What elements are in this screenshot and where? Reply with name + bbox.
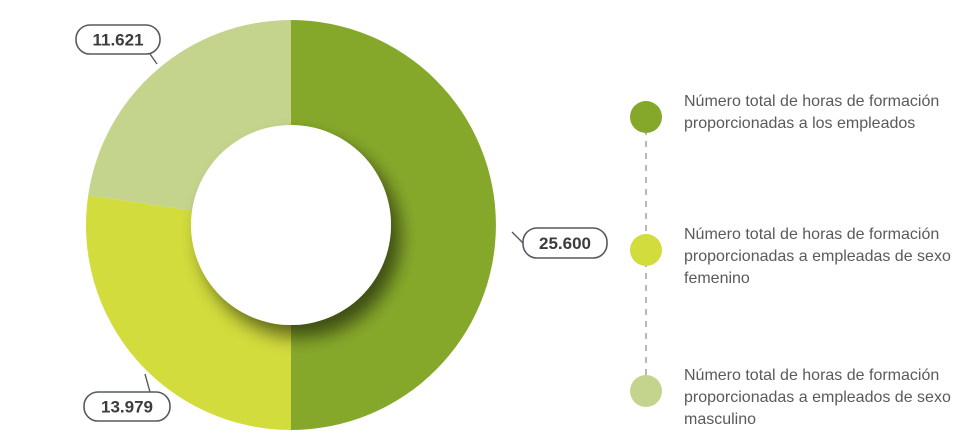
legend-label: proporcionadas a empleados de sexo [684, 389, 951, 406]
label-box [75, 24, 161, 55]
legend-label: Número total de horas de formación [684, 93, 939, 110]
legend-label: proporcionadas a los empleados [684, 115, 915, 132]
legend-label: proporcionadas a empleadas de sexo [684, 248, 951, 265]
data-label-text: 25.600 [539, 234, 591, 253]
legend-marker [630, 375, 662, 407]
legend-marker [630, 101, 662, 133]
donut-slice-1 [291, 20, 496, 430]
leader-line [149, 53, 158, 65]
donut-hole [191, 125, 391, 325]
legend-item-2: Número total de horas de formación propor… [630, 226, 951, 287]
legend-item-1: Número total de horas de formación propor… [630, 93, 939, 133]
data-label-2: 13.979 [83, 373, 171, 422]
data-label-3: 11.621 [75, 24, 161, 65]
legend: Número total de horas de formación propor… [630, 93, 951, 428]
legend-label: Número total de horas de formación [684, 367, 939, 384]
legend-marker [630, 234, 662, 266]
leader-line [144, 373, 151, 393]
legend-label: Número total de horas de formación [684, 226, 939, 243]
data-label-text: 13.979 [101, 398, 153, 417]
data-labels: 25.600 13.979 11.621 [75, 24, 608, 422]
leader-line [511, 231, 524, 244]
data-label-1: 25.600 [511, 227, 608, 259]
legend-label: femenino [684, 270, 750, 287]
legend-label: masculino [684, 411, 756, 428]
legend-item-3: Número total de horas de formación propor… [630, 367, 951, 428]
data-label-text: 11.621 [92, 31, 143, 50]
label-box [83, 391, 171, 422]
label-box [522, 227, 608, 259]
